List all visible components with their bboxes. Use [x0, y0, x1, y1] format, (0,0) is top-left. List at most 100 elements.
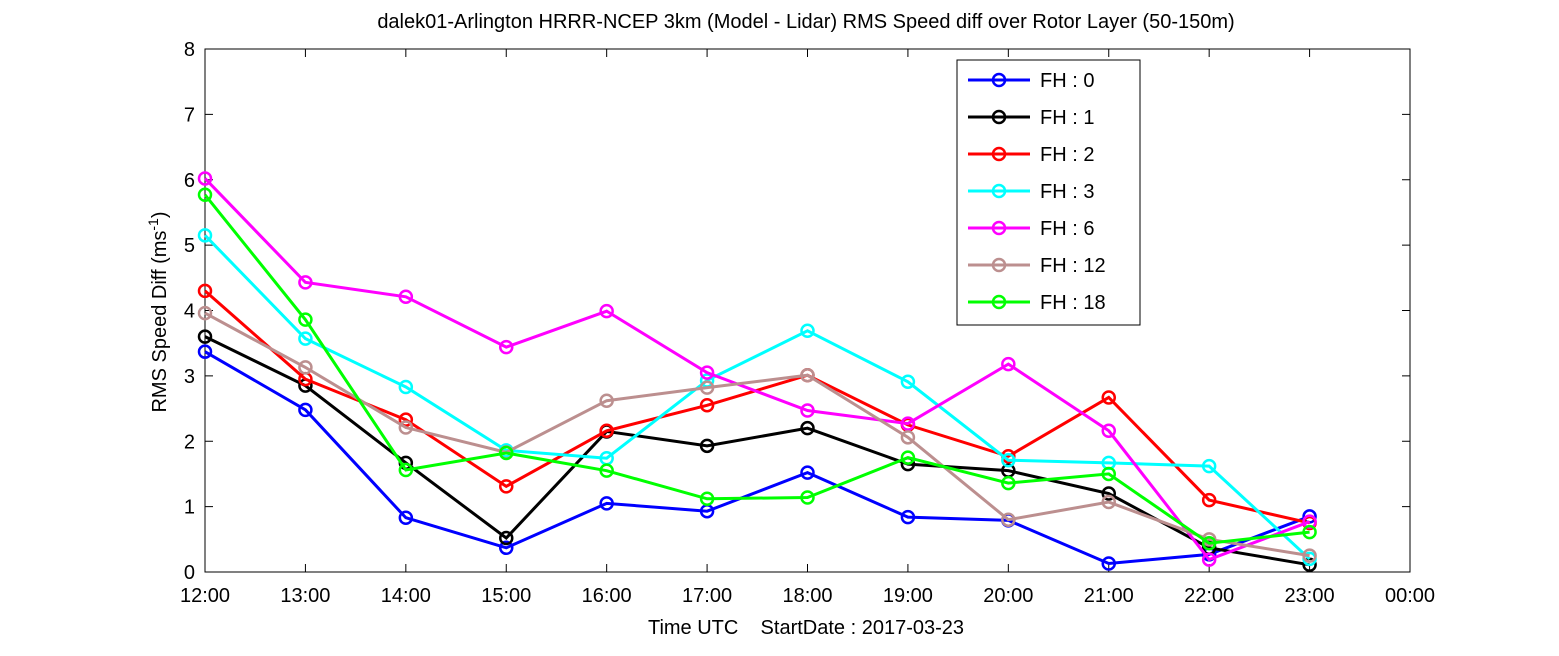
data-point	[1201, 458, 1217, 474]
y-tick-label: 3	[184, 366, 195, 388]
x-tick-label: 23:00	[1285, 585, 1335, 607]
y-tick-label: 6	[184, 170, 195, 192]
data-point	[800, 490, 815, 505]
series-line	[204, 311, 1310, 558]
data-point	[197, 344, 213, 359]
x-tick-label: 19:00	[883, 585, 933, 607]
data-point	[800, 367, 815, 383]
data-point	[1001, 452, 1016, 468]
data-point	[1302, 514, 1317, 529]
data-point	[699, 491, 715, 507]
x-tick-label: 20:00	[983, 585, 1033, 607]
x-tick-label: 17:00	[682, 585, 732, 607]
legend-item: FH : 3	[968, 181, 1094, 203]
y-axis: 0 1 2 3 4 5 6 7 8	[184, 39, 1410, 584]
data-point	[499, 530, 514, 546]
y-axis-label: RMS Speed Diff (ms-1)	[145, 211, 171, 412]
y-tick-label: 8	[184, 39, 195, 61]
data-point	[197, 329, 213, 344]
data-point	[1201, 535, 1217, 551]
data-point	[398, 412, 414, 427]
data-point	[197, 171, 213, 186]
data-point	[298, 275, 313, 290]
data-point	[197, 228, 213, 243]
data-point	[900, 430, 916, 445]
data-point	[499, 479, 514, 494]
data-point	[398, 462, 414, 478]
y-tick-label: 5	[184, 235, 195, 257]
data-point	[499, 339, 514, 355]
x-tick-label: 21:00	[1084, 585, 1134, 607]
data-point	[298, 331, 313, 346]
x-tick-label: 22:00	[1184, 585, 1234, 607]
x-tick-label: 16:00	[582, 585, 632, 607]
legend-swatch-marker	[991, 109, 1007, 125]
data-point	[1101, 494, 1116, 510]
legend-label: FH : 2	[1040, 144, 1094, 166]
data-point	[1001, 512, 1016, 527]
data-point	[499, 540, 514, 556]
series-line	[203, 177, 1311, 562]
y-axis-label-close: )	[149, 211, 171, 218]
data-point	[900, 374, 916, 390]
data-point	[197, 305, 213, 321]
data-point	[398, 379, 414, 395]
legend-item: FH : 0	[968, 70, 1094, 92]
data-point	[800, 420, 815, 436]
series-line	[204, 350, 1311, 566]
data-point	[1001, 356, 1016, 372]
y-tick-label: 1	[184, 497, 195, 519]
legend-label: FH : 6	[1040, 218, 1094, 240]
legend-swatch-marker	[991, 146, 1007, 162]
legend-item: FH : 6	[968, 218, 1094, 240]
legend-label: FH : 3	[1040, 181, 1094, 203]
data-point	[298, 360, 313, 375]
plot-area	[204, 48, 1411, 573]
data-point	[699, 438, 715, 454]
data-point	[1001, 475, 1016, 491]
y-tick-label: 0	[184, 562, 195, 584]
data-point	[298, 312, 313, 327]
data-point	[599, 496, 614, 511]
legend-item: FH : 12	[968, 255, 1106, 277]
series-line	[203, 193, 1310, 545]
data-point	[398, 510, 414, 525]
x-tick-label: 15:00	[481, 585, 531, 607]
x-tick-label: 14:00	[381, 585, 431, 607]
data-point	[800, 403, 815, 418]
series-line	[203, 234, 1311, 561]
y-axis-label-superscript: -1	[145, 218, 161, 231]
legend-swatch-marker	[991, 257, 1007, 273]
data-point	[699, 365, 715, 380]
legend-label: FH : 12	[1040, 255, 1106, 277]
data-point	[197, 283, 213, 299]
data-point	[1201, 552, 1217, 567]
data-point	[900, 450, 916, 465]
data-point	[1101, 390, 1116, 405]
data-point	[197, 187, 213, 203]
data-point	[398, 289, 414, 305]
series-layer	[197, 171, 1317, 573]
legend-swatch-marker	[991, 220, 1007, 236]
legend-label: FH : 18	[1040, 292, 1106, 314]
data-point	[599, 463, 614, 478]
legend-swatch-marker	[991, 294, 1007, 310]
data-point	[800, 323, 815, 339]
legend: FH : 0 FH : 1 FH : 2 FH : 3 FH : 6 FH : 12 FH …	[956, 59, 1141, 326]
data-point	[699, 380, 715, 395]
data-point	[1101, 423, 1116, 439]
data-point	[699, 398, 715, 413]
y-tick-label: 4	[184, 301, 195, 323]
x-tick-label: 12:00	[180, 585, 230, 607]
legend-item: FH : 1	[968, 107, 1094, 129]
x-axis-label: Time UTC StartDate : 2017-03-23	[648, 617, 964, 639]
legend-label: FH : 0	[1040, 70, 1094, 92]
legend-item: FH : 18	[968, 292, 1106, 314]
data-point	[1201, 492, 1217, 508]
data-point	[599, 423, 614, 439]
series-5	[197, 171, 1317, 567]
data-point	[1302, 524, 1317, 540]
data-point	[599, 303, 614, 319]
data-point	[1302, 548, 1317, 563]
